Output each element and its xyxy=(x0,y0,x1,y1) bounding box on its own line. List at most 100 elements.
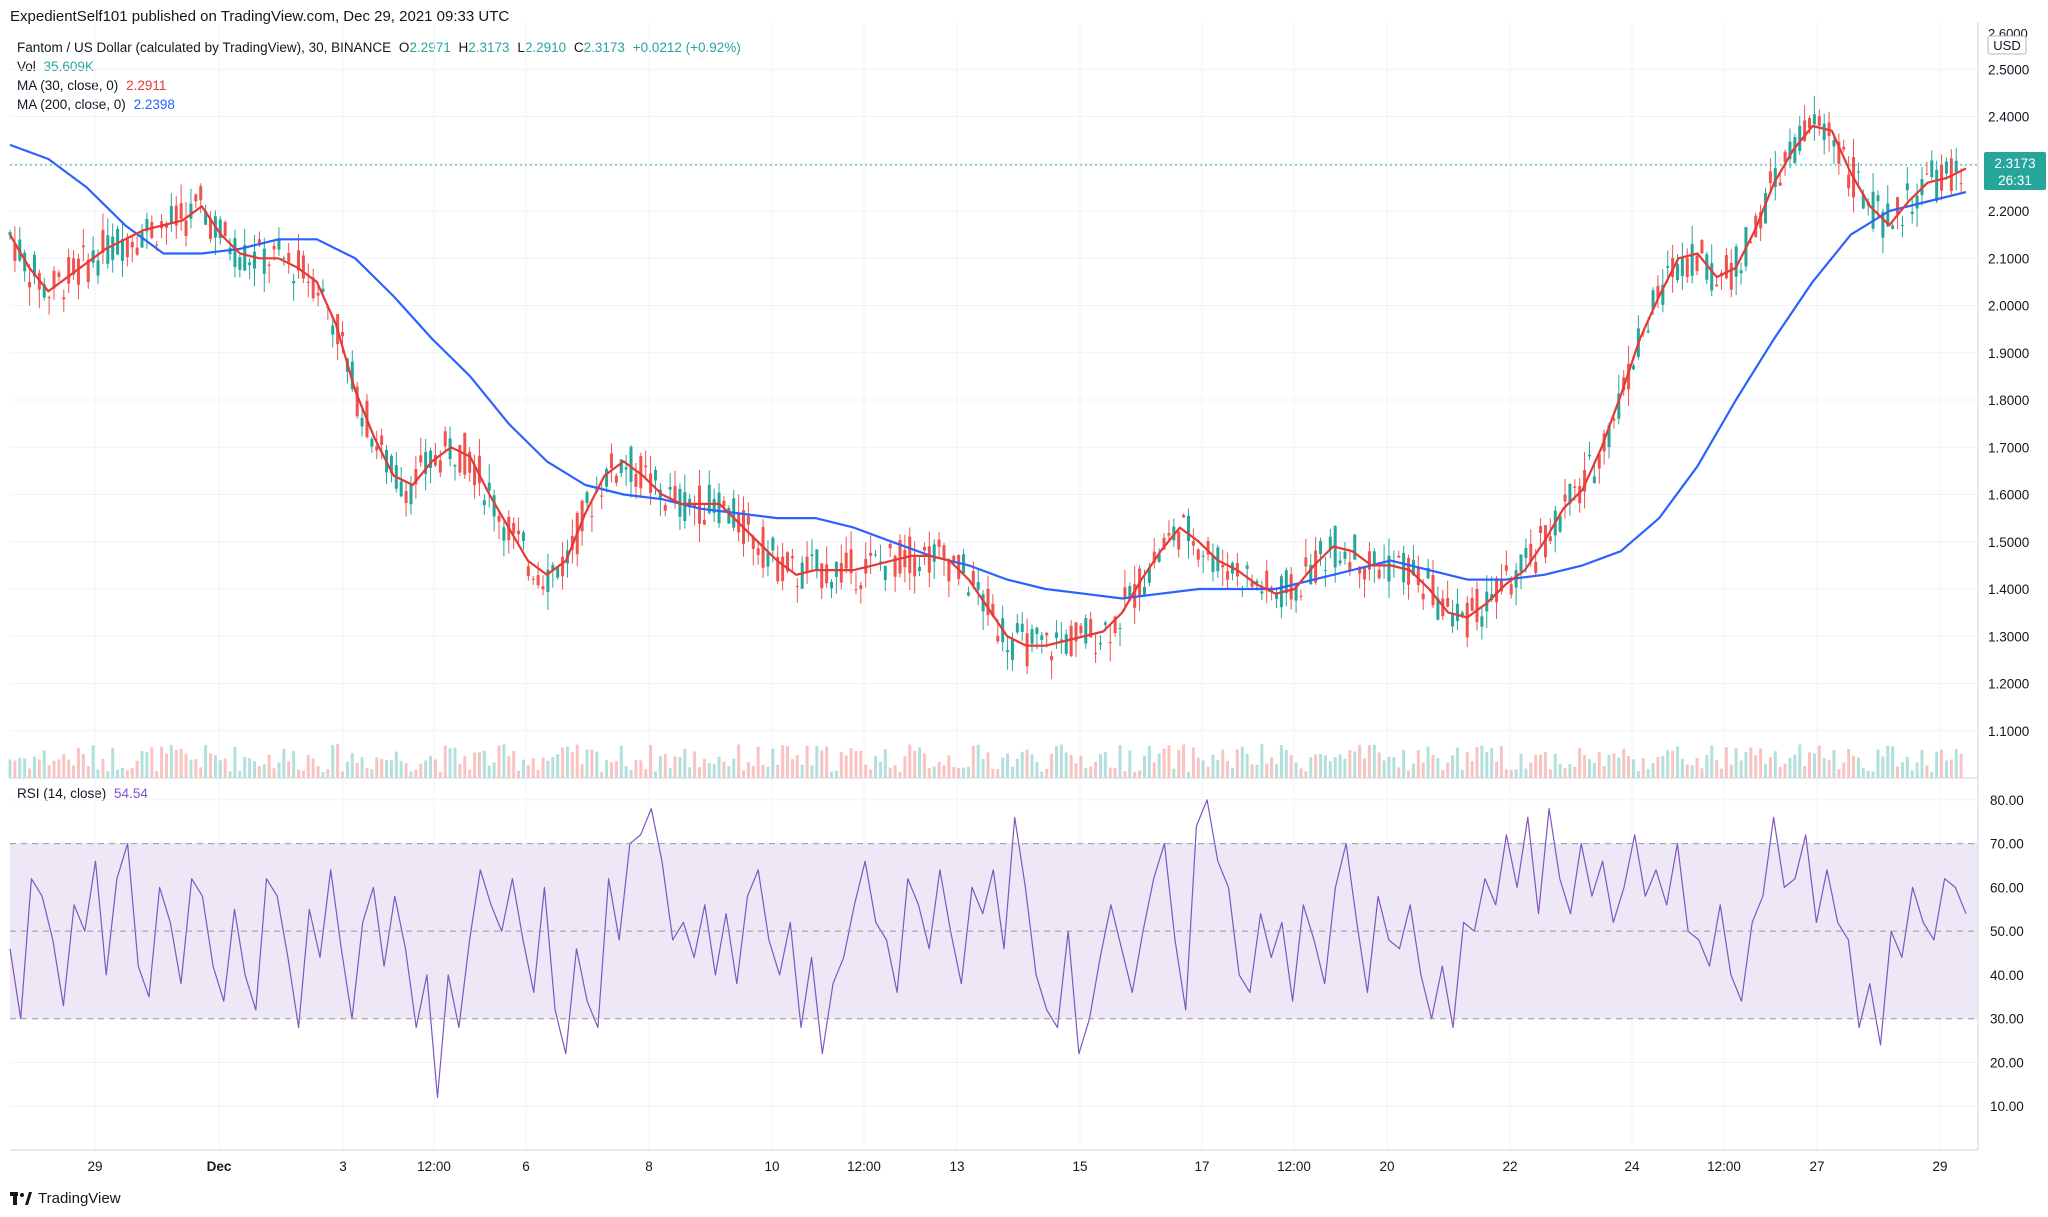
volume-bar xyxy=(893,765,897,778)
volume-bar xyxy=(297,769,301,778)
candle-body xyxy=(1035,627,1039,634)
rsi-tick-label: 20.00 xyxy=(1990,1055,2024,1070)
candle-body xyxy=(130,241,134,248)
volume-bar xyxy=(1558,763,1562,778)
candle-body xyxy=(619,459,623,473)
volume-bar xyxy=(179,748,183,778)
volume-bar xyxy=(130,768,134,778)
candle-body xyxy=(1724,255,1728,279)
volume-bar xyxy=(326,769,330,778)
volume-bar xyxy=(497,745,501,778)
volume-bar xyxy=(350,752,354,778)
volume-bar xyxy=(1221,749,1225,778)
volume-bar xyxy=(781,745,785,778)
volume-bar xyxy=(1123,771,1127,778)
candle-body xyxy=(389,455,393,474)
volume-bar xyxy=(1641,758,1645,778)
volume-bar xyxy=(321,771,325,778)
candle-body xyxy=(67,256,71,284)
time-tick-label: 12:00 xyxy=(847,1159,881,1174)
volume-bar xyxy=(565,746,569,778)
volume-bar xyxy=(213,755,217,778)
volume-bar xyxy=(1098,754,1102,778)
candle-body xyxy=(1094,653,1098,655)
volume-bar xyxy=(341,771,345,778)
volume-bar xyxy=(834,770,838,778)
candle-body xyxy=(947,561,951,582)
ma200-row[interactable]: MA (200, close, 0) 2.2398 xyxy=(17,95,741,114)
candle-body xyxy=(1323,569,1327,571)
volume-bar xyxy=(859,750,863,778)
volume-bar xyxy=(414,769,418,778)
volume-bar xyxy=(849,748,853,778)
candle-body xyxy=(135,247,139,255)
volume-bar xyxy=(1793,754,1797,778)
candle-body xyxy=(609,453,613,469)
candle-body xyxy=(1152,551,1156,563)
currency-badge[interactable] xyxy=(1987,35,2027,55)
price-tick-label: 1.1000 xyxy=(1988,724,2029,739)
time-tick-label: 13 xyxy=(949,1159,964,1174)
volume-bar xyxy=(424,760,428,778)
candle-body xyxy=(1959,183,1963,185)
candle-body xyxy=(1367,551,1371,570)
candle-body xyxy=(218,219,222,239)
footer[interactable]: TradingView xyxy=(10,1190,121,1207)
candle-body xyxy=(1651,290,1655,310)
candle-body xyxy=(531,578,535,580)
time-tick-label: 6 xyxy=(522,1159,530,1174)
symbol-row[interactable]: Fantom / US Dollar (calculated by Tradin… xyxy=(17,38,741,57)
volume-bar xyxy=(311,758,315,778)
candle-body xyxy=(194,194,198,202)
candle-body xyxy=(243,244,247,271)
volume-bar xyxy=(1050,753,1054,778)
volume-bar xyxy=(1040,771,1044,778)
candle-body xyxy=(482,500,486,506)
volume-bar xyxy=(1441,769,1445,778)
candle-body xyxy=(155,244,159,246)
price-tick-label: 1.4000 xyxy=(1988,582,2029,597)
candle-body xyxy=(820,563,824,589)
volume-bar xyxy=(1871,771,1875,778)
volume-bar xyxy=(1573,766,1577,778)
candle-body xyxy=(1289,574,1293,600)
candle-body xyxy=(1211,555,1215,572)
volume-bar xyxy=(448,748,452,778)
candle-body xyxy=(76,258,80,285)
volume-bar xyxy=(13,760,17,778)
publish-note: ExpedientSelf101 published on TradingVie… xyxy=(10,8,510,25)
volume-bar xyxy=(1338,754,1342,778)
candle-body xyxy=(233,238,237,268)
candle-body xyxy=(1886,203,1890,227)
ma30-row[interactable]: MA (30, close, 0) 2.2911 xyxy=(17,76,741,95)
rsi-legend[interactable]: RSI (14, close) 54.54 xyxy=(17,786,148,801)
price-tick-label: 1.7000 xyxy=(1988,440,2029,455)
volume-bar xyxy=(668,768,672,778)
volume-bar xyxy=(1842,762,1846,778)
candle-body xyxy=(673,485,677,501)
volume-bar xyxy=(277,762,281,778)
volume-bar xyxy=(1079,755,1083,778)
volume-bar xyxy=(702,758,706,778)
time-tick-label: 29 xyxy=(87,1159,102,1174)
candle-body xyxy=(1196,549,1200,560)
rsi-tick-label: 50.00 xyxy=(1990,924,2024,939)
candle-body xyxy=(756,548,760,555)
volume-bar xyxy=(355,762,359,778)
candle-body xyxy=(199,186,203,201)
price-tick-label: 1.2000 xyxy=(1988,677,2029,692)
candle-body xyxy=(996,635,1000,642)
volume-bar xyxy=(653,771,657,778)
candle-body xyxy=(1407,558,1411,585)
volume-bar xyxy=(1128,750,1132,778)
candle-body xyxy=(1495,578,1499,603)
price-tick-label: 1.9000 xyxy=(1988,346,2029,361)
rsi-tick-label: 40.00 xyxy=(1990,968,2024,983)
candle-body xyxy=(96,260,100,276)
volume-bar xyxy=(169,744,173,778)
candle-body xyxy=(639,456,643,489)
time-tick-label: 12:00 xyxy=(417,1159,451,1174)
volume-row[interactable]: Vol 35.609K xyxy=(17,57,741,76)
volume-bar xyxy=(697,767,701,778)
